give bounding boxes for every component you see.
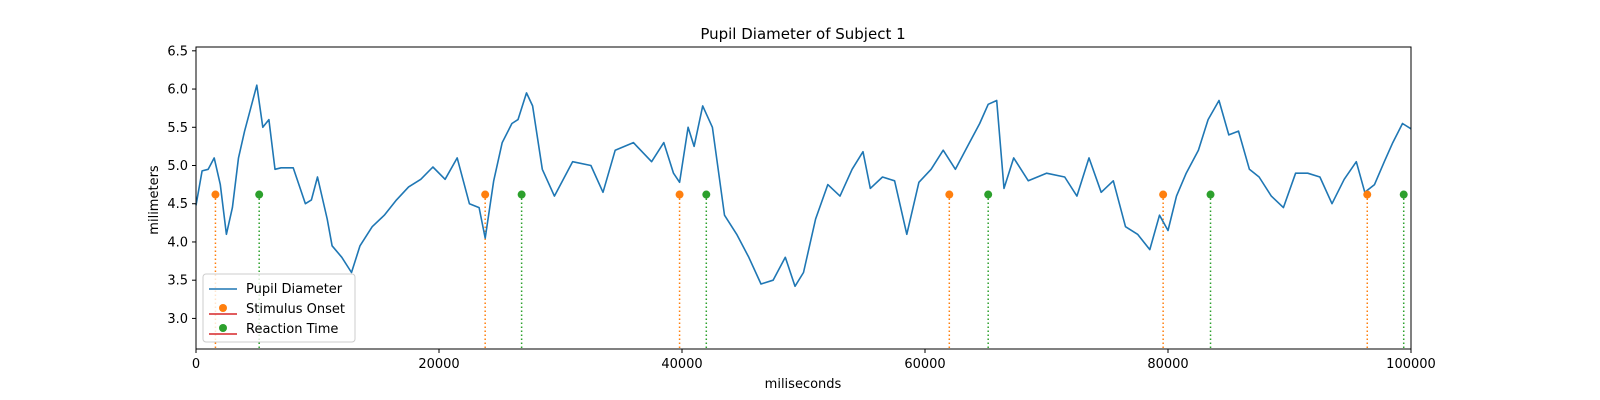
- y-tick-label: 4.0: [167, 235, 188, 250]
- stimulus-onset-marker: [211, 190, 220, 199]
- x-tick-label: 60000: [904, 357, 945, 372]
- y-axis-label: milimeters: [147, 165, 162, 235]
- legend-box: [202, 273, 356, 343]
- y-tick-label: 5.5: [167, 121, 188, 136]
- x-axis-label: miliseconds: [765, 377, 842, 392]
- stimulus-onset-marker: [1159, 190, 1168, 199]
- legend-label-reaction-time: Reaction Time: [246, 322, 338, 337]
- x-tick-label: 100000: [1386, 357, 1436, 372]
- y-tick-label: 3.5: [167, 274, 188, 289]
- legend-swatch-reaction-time-marker: [219, 324, 227, 332]
- reaction-time-marker: [984, 190, 993, 199]
- y-tick-label: 5.0: [167, 159, 188, 174]
- y-tick-label: 6.0: [167, 83, 188, 98]
- legend-swatch-stimulus-onset-marker: [219, 304, 227, 312]
- y-tick-label: 6.5: [167, 44, 188, 59]
- y-tick-label: 4.5: [167, 197, 188, 212]
- reaction-time-marker: [517, 190, 526, 199]
- x-tick-label: 80000: [1147, 357, 1188, 372]
- reaction-time-marker: [1399, 190, 1408, 199]
- reaction-time-marker: [1206, 190, 1215, 199]
- stimulus-onset-marker: [1363, 190, 1372, 199]
- chart-title: Pupil Diameter of Subject 1: [700, 25, 905, 43]
- legend-label-pupil-diameter: Pupil Diameter: [246, 282, 343, 297]
- y-tick-label: 3.0: [167, 312, 188, 327]
- reaction-time-marker: [702, 190, 711, 199]
- reaction-time-marker: [255, 190, 264, 199]
- stimulus-onset-marker: [945, 190, 954, 199]
- x-axis: 0 20000 40000 60000 80000 100000: [192, 349, 1436, 372]
- legend: Pupil Diameter Stimulus Onset Reaction T…: [202, 273, 356, 343]
- pupil-diameter-line: [195, 84, 1412, 288]
- stimulus-onset-marker: [481, 190, 490, 199]
- legend-label-stimulus-onset: Stimulus Onset: [246, 302, 345, 317]
- plot-area: [195, 84, 1412, 349]
- x-tick-label: 40000: [661, 357, 702, 372]
- y-axis: 3.0 3.5 4.0 4.5 5.0 5.5 6.0 6.5: [167, 44, 196, 327]
- plot-frame: [195, 46, 1412, 350]
- x-tick-label: 20000: [418, 357, 459, 372]
- stimulus-onset-marker: [675, 190, 684, 199]
- x-tick-label: 0: [192, 357, 200, 372]
